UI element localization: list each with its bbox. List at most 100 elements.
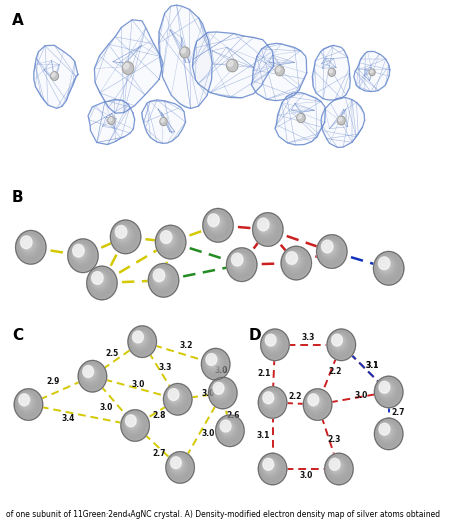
Circle shape	[327, 329, 356, 361]
Circle shape	[150, 265, 176, 294]
Circle shape	[68, 239, 98, 272]
Circle shape	[203, 209, 233, 242]
Circle shape	[68, 239, 98, 272]
Circle shape	[171, 457, 183, 471]
Circle shape	[220, 420, 236, 438]
Circle shape	[68, 239, 98, 272]
Circle shape	[126, 416, 138, 429]
Circle shape	[14, 389, 43, 420]
Circle shape	[261, 329, 289, 361]
Circle shape	[155, 271, 166, 283]
Circle shape	[374, 252, 404, 285]
Circle shape	[261, 456, 282, 479]
Circle shape	[325, 453, 353, 485]
Circle shape	[168, 389, 182, 405]
Circle shape	[110, 220, 141, 254]
Circle shape	[154, 270, 167, 285]
Circle shape	[212, 381, 230, 401]
Circle shape	[51, 72, 55, 77]
Circle shape	[227, 248, 257, 281]
Circle shape	[308, 394, 322, 410]
Circle shape	[325, 453, 353, 485]
Circle shape	[213, 383, 228, 398]
Circle shape	[169, 455, 189, 477]
Circle shape	[110, 220, 141, 254]
Circle shape	[158, 228, 182, 254]
Circle shape	[111, 221, 139, 252]
Circle shape	[325, 244, 331, 251]
Circle shape	[115, 225, 132, 244]
Circle shape	[19, 394, 29, 406]
Circle shape	[331, 461, 340, 470]
Circle shape	[136, 334, 142, 341]
Circle shape	[14, 389, 43, 420]
Circle shape	[258, 387, 287, 418]
Circle shape	[155, 225, 186, 259]
Circle shape	[217, 417, 241, 443]
Circle shape	[110, 220, 141, 254]
Circle shape	[325, 453, 353, 485]
Circle shape	[261, 329, 289, 361]
Circle shape	[206, 212, 228, 236]
Circle shape	[209, 377, 237, 409]
Circle shape	[327, 455, 349, 481]
Circle shape	[374, 418, 403, 450]
Circle shape	[232, 254, 246, 269]
Circle shape	[328, 330, 354, 359]
Circle shape	[95, 275, 101, 282]
Circle shape	[258, 453, 287, 485]
Circle shape	[203, 351, 226, 376]
Circle shape	[17, 232, 45, 263]
Circle shape	[167, 453, 191, 480]
Circle shape	[276, 67, 280, 71]
Circle shape	[374, 252, 404, 285]
Circle shape	[15, 389, 41, 419]
Circle shape	[216, 416, 243, 445]
Circle shape	[327, 329, 356, 361]
Circle shape	[168, 388, 184, 406]
Circle shape	[69, 241, 95, 269]
Circle shape	[166, 452, 194, 483]
Circle shape	[16, 231, 46, 264]
Circle shape	[68, 239, 98, 272]
Circle shape	[264, 392, 276, 406]
Circle shape	[305, 390, 329, 417]
Circle shape	[216, 386, 222, 392]
Circle shape	[325, 453, 353, 485]
Circle shape	[155, 225, 186, 259]
Circle shape	[284, 249, 306, 274]
Circle shape	[235, 257, 241, 264]
Circle shape	[166, 452, 194, 483]
Circle shape	[201, 348, 230, 380]
Circle shape	[261, 329, 289, 361]
Circle shape	[207, 213, 225, 233]
Circle shape	[258, 387, 287, 418]
Circle shape	[162, 233, 173, 245]
Circle shape	[16, 391, 39, 416]
Circle shape	[78, 361, 107, 392]
Circle shape	[260, 388, 284, 415]
Circle shape	[286, 252, 301, 269]
Circle shape	[210, 216, 220, 228]
Circle shape	[128, 326, 156, 357]
Circle shape	[208, 214, 219, 227]
Text: C: C	[12, 328, 23, 343]
Circle shape	[329, 458, 340, 470]
Circle shape	[108, 117, 112, 121]
Text: 3.0: 3.0	[215, 366, 228, 375]
Circle shape	[218, 417, 240, 442]
Circle shape	[171, 392, 177, 399]
Circle shape	[14, 389, 43, 420]
Circle shape	[21, 396, 29, 406]
Circle shape	[81, 364, 101, 386]
Circle shape	[281, 246, 311, 280]
Circle shape	[382, 260, 388, 268]
Circle shape	[16, 231, 46, 264]
Circle shape	[227, 248, 257, 281]
Circle shape	[164, 384, 192, 415]
Circle shape	[254, 214, 280, 243]
Circle shape	[263, 331, 285, 356]
Circle shape	[86, 369, 92, 376]
Circle shape	[125, 414, 141, 432]
Circle shape	[258, 453, 287, 485]
